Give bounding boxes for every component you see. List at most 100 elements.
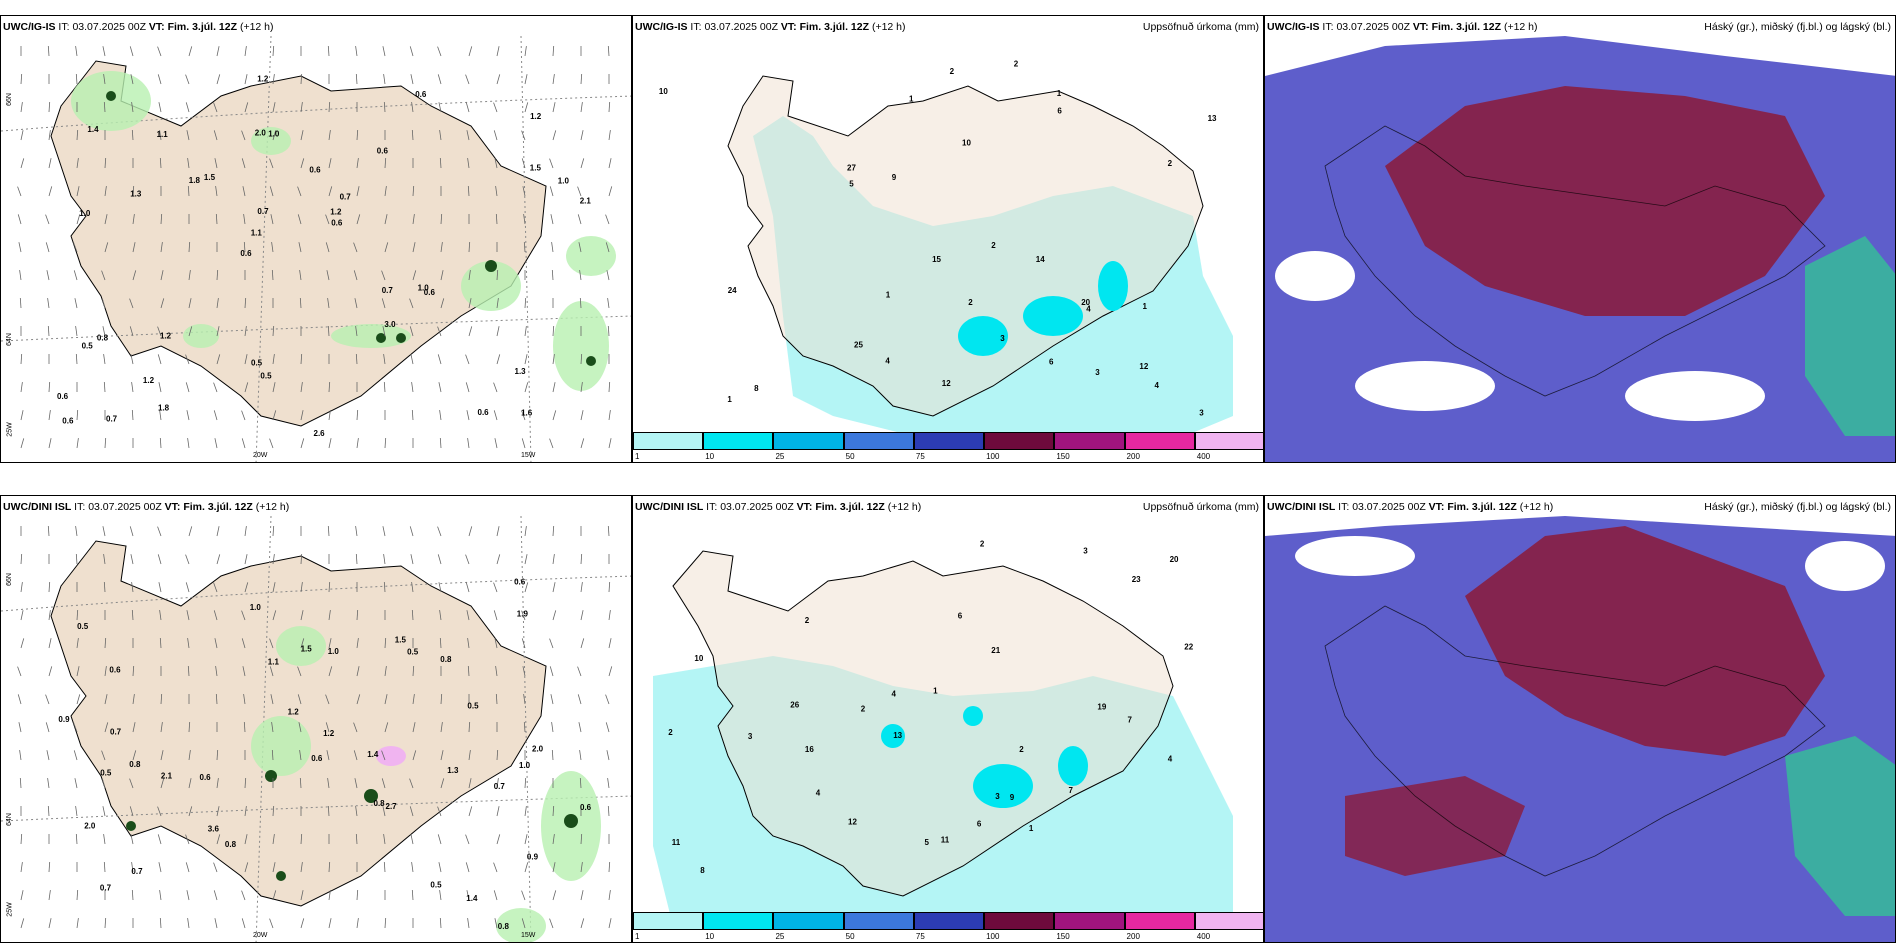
value-label: 3 [995, 792, 1000, 801]
value-label: 1.4 [466, 894, 478, 903]
wind-barb [606, 750, 610, 761]
value-label: 2 [968, 298, 973, 307]
clear-sky-patch [1625, 371, 1765, 421]
wind-barb [412, 242, 416, 253]
wind-barb [328, 130, 331, 141]
wind-barb [496, 778, 499, 789]
value-label: 0.8 [374, 799, 386, 808]
wind-barb [552, 862, 556, 873]
value-label: 0.8 [97, 334, 109, 343]
wind-barb [411, 582, 414, 593]
wind-barb [412, 185, 415, 197]
wind-barb [381, 750, 386, 761]
wind-barb [410, 554, 414, 565]
wind-barb [159, 917, 162, 929]
it-value: 03.07.2025 00Z [1336, 21, 1410, 33]
wind-barb [551, 749, 554, 761]
cloud-mid-layer-bottom [1465, 526, 1825, 756]
wind-barb [216, 46, 220, 57]
wind-barb [495, 186, 498, 197]
wind-barb [300, 353, 303, 365]
wind-barb [160, 298, 165, 309]
wind-barb [19, 777, 22, 789]
wind-barb [20, 102, 23, 113]
wind-barb [608, 186, 613, 197]
colorbar-tick-label: 1 [635, 932, 640, 941]
value-label: 0.8 [498, 922, 510, 931]
wind-barb [355, 353, 358, 365]
lon-label-20w: 20W [253, 452, 268, 459]
wind-barb [524, 834, 528, 845]
wind-barb [216, 554, 221, 565]
wind-barb [46, 270, 50, 281]
wind-barb [327, 805, 330, 817]
wind-barb [608, 381, 611, 393]
value-label: 0.6 [62, 416, 74, 425]
wind-barb [605, 214, 610, 225]
wind-barb [76, 889, 79, 901]
value-label: 1.5 [395, 636, 407, 645]
green-precip-blobs-top [71, 71, 616, 391]
wind-barb [328, 638, 332, 649]
wind-barb [213, 862, 218, 873]
value-label: 12 [848, 817, 857, 826]
wind-barb [160, 750, 164, 761]
wind-barb [185, 582, 190, 593]
wind-barb [103, 581, 106, 593]
vt-value: Fim. 3.júl. 12Z [183, 501, 253, 513]
wind-barb [608, 666, 613, 677]
value-label: 13 [1208, 114, 1217, 123]
wind-barb [272, 610, 277, 621]
wind-barb [521, 438, 526, 449]
wind-barb [468, 46, 473, 57]
value-label: 1.0 [418, 283, 430, 292]
wind-barb [495, 213, 498, 225]
wind-barb [608, 638, 612, 649]
colorbar-segment [1124, 912, 1195, 930]
wind-barb [468, 750, 471, 761]
wind-barb [129, 326, 134, 337]
value-label: 0.7 [110, 728, 122, 737]
value-label: 12 [942, 379, 951, 388]
wind-barb [104, 694, 108, 705]
value-label: 4 [885, 357, 890, 366]
wind-barb [440, 778, 445, 789]
wind-barb [159, 437, 162, 449]
wind-barb [48, 638, 52, 649]
wind-barb [271, 749, 274, 761]
wind-barb [186, 890, 190, 901]
value-label: 7 [1069, 786, 1074, 795]
wind-barb [495, 666, 498, 677]
wind-barb [437, 326, 442, 337]
wind-barb [411, 102, 414, 113]
wind-barb [523, 721, 526, 733]
wind-barb [552, 130, 557, 141]
value-label: 16 [805, 745, 814, 754]
clear-sky-patch [1355, 361, 1495, 411]
wind-barb [521, 158, 526, 169]
value-label: 0.5 [251, 359, 263, 368]
wind-barb [47, 325, 50, 337]
wind-barb [493, 382, 498, 393]
wind-barb [132, 270, 137, 281]
cloud-mid-layer-top [1385, 86, 1825, 316]
wind-barb [187, 438, 190, 449]
lead-time: (+12 h) [239, 21, 274, 33]
colorbar-segment [633, 912, 704, 930]
wind-barb [580, 102, 583, 113]
wind-barb [467, 438, 470, 449]
wind-barb [300, 582, 303, 593]
value-label: 5 [925, 838, 930, 847]
wind-barb [466, 130, 470, 141]
value-label: 1.0 [250, 603, 262, 612]
colorbar-tick-label: 100 [986, 452, 1000, 461]
wind-barb [76, 129, 79, 141]
value-label: 0.6 [200, 773, 212, 782]
wind-barb [412, 750, 417, 761]
cloud-map-top [1265, 16, 1895, 462]
wind-barb [45, 242, 50, 253]
wind-barb [552, 582, 556, 593]
wind-barb [300, 158, 305, 169]
wind-barb [496, 46, 500, 57]
value-label: 4 [892, 690, 897, 699]
